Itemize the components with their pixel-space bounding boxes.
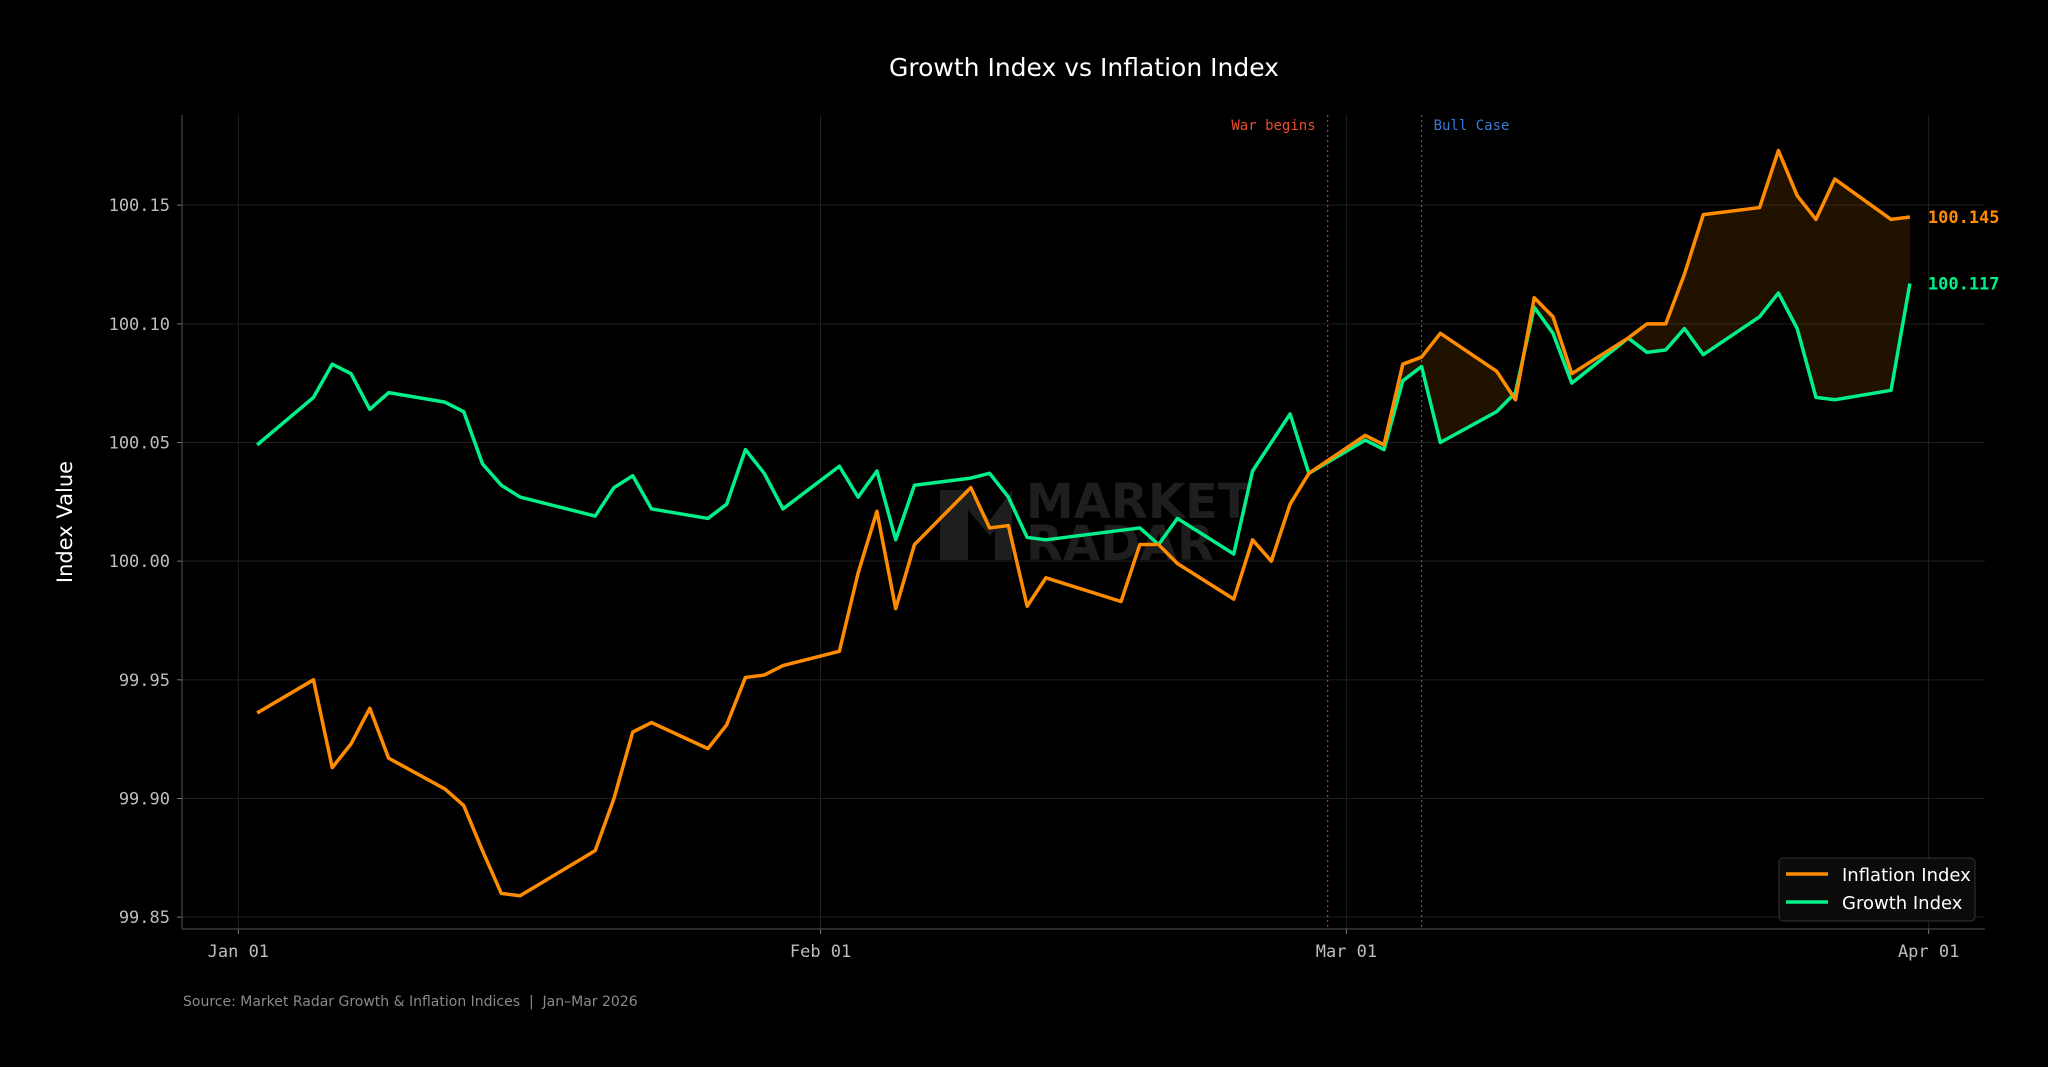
- annotations: War begins Bull Case: [1231, 115, 1509, 929]
- fill-segment: [1665, 274, 1685, 350]
- fill-segment: [1891, 217, 1910, 391]
- svg-text:MARKET: MARKET: [1026, 474, 1251, 530]
- fill-segment: [1797, 195, 1816, 398]
- end-labels: 100.145 100.117: [1928, 208, 2000, 294]
- end-label-growth: 100.117: [1928, 274, 2000, 294]
- axes: 99.85 99.90 99.95 100.00 100.05 100.10 100.15 J…: [109, 115, 1985, 962]
- x-tick-label: Apr 01: [1898, 942, 1959, 962]
- series-lines: [255, 148, 1912, 898]
- y-tick-label: 100.10: [109, 315, 170, 335]
- fill-segment: [1703, 207, 1760, 355]
- y-tick-label: 100.15: [109, 196, 170, 216]
- y-tick-label: 99.95: [119, 671, 170, 691]
- x-tick-label: Jan 01: [208, 942, 269, 962]
- y-tick-label: 100.00: [109, 552, 170, 572]
- source-note: Source: Market Radar Growth & Inflation …: [183, 994, 638, 1010]
- y-tick-label: 100.05: [109, 433, 170, 453]
- end-label-inflation: 100.145: [1928, 208, 2000, 228]
- svg-text:RADAR: RADAR: [1026, 516, 1214, 572]
- y-axis-label: Index Value: [53, 461, 77, 583]
- fill-segment: [1834, 179, 1892, 400]
- y-tick-label: 99.85: [119, 908, 170, 928]
- fill-segment: [1778, 150, 1798, 329]
- annotation-label: War begins: [1231, 118, 1315, 134]
- fill-segment: [1646, 323, 1666, 353]
- chart-title: Growth Index vs Inflation Index: [889, 53, 1279, 82]
- grid: [182, 115, 1985, 929]
- fill-segment: [1815, 179, 1835, 400]
- x-tick-label: Mar 01: [1316, 942, 1377, 962]
- fill-segment: [1759, 150, 1779, 317]
- fill-segment: [1628, 323, 1647, 353]
- fill-between: [1308, 150, 1910, 474]
- watermark-logo: MARKET RADAR: [940, 474, 1251, 572]
- legend-label-growth: Growth Index: [1842, 893, 1963, 914]
- fill-segment: [1421, 333, 1441, 443]
- fill-segment: [1684, 214, 1704, 355]
- fill-segment: [1496, 371, 1513, 412]
- x-tick-label: Feb 01: [790, 942, 851, 962]
- y-tick-label: 99.90: [119, 789, 170, 809]
- watermark-logo-icon: [940, 490, 1012, 560]
- legend-label-inflation: Inflation Index: [1842, 865, 1971, 886]
- annotation-label: Bull Case: [1434, 118, 1510, 134]
- legend: Inflation Index Growth Index: [1778, 857, 1976, 922]
- fill-segment: [1440, 333, 1497, 443]
